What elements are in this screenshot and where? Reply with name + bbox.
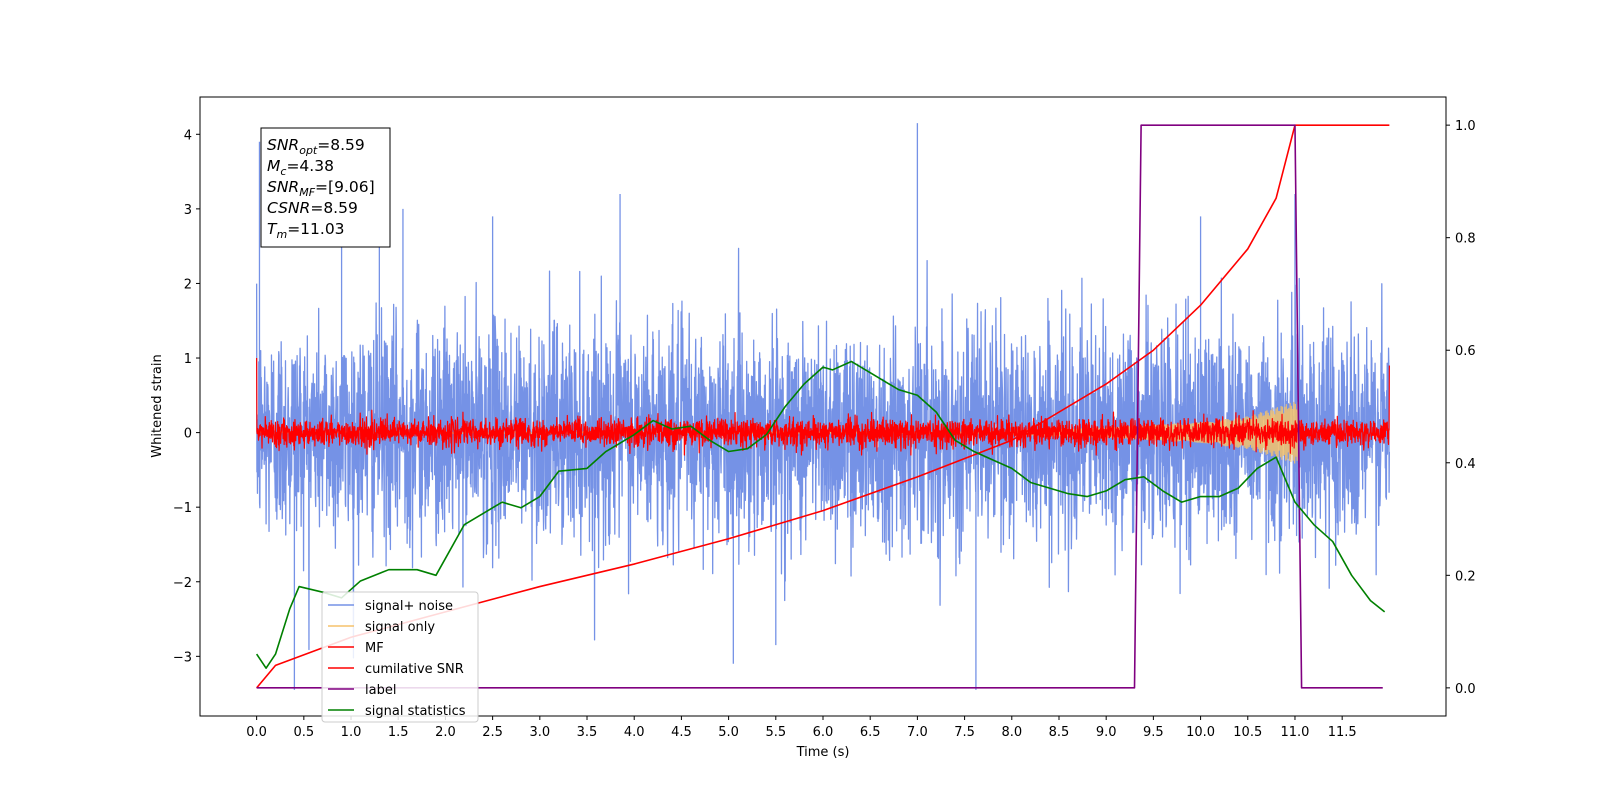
y-tick-label: 4	[184, 128, 192, 143]
x-tick-label: 11.0	[1280, 725, 1309, 740]
annotation-value: =4.38	[286, 157, 334, 175]
x-tick-label: 6.0	[813, 725, 834, 740]
legend-label: label	[365, 683, 396, 698]
legend-label: MF	[365, 641, 384, 656]
x-tick-label: 3.0	[529, 725, 550, 740]
y-right-tick-label: 0.8	[1455, 232, 1476, 247]
axes-layer: 0.0 0.5 1.0 1.5 2.0 2.5 3.0 3.5 4.0 4.5 5.0 5.5 6.0 6…	[173, 119, 1476, 740]
annotation-subscript: opt	[299, 144, 318, 157]
x-tick-label: 6.5	[860, 725, 881, 740]
series-mf-line	[256, 358, 1390, 456]
x-tick-label: 3.5	[577, 725, 598, 740]
annotation-symbol: SNR	[267, 178, 299, 196]
annotation-symbol: M	[267, 157, 280, 175]
x-tick-label: 0.5	[293, 725, 314, 740]
x-tick-label: 9.5	[1143, 725, 1164, 740]
y-right-tick-label: 0.4	[1455, 457, 1476, 472]
legend-label: signal only	[365, 620, 435, 635]
legend: signal+ noise signal only MF cumilative SNR…	[321, 591, 479, 723]
x-axis-label: Time (s)	[796, 745, 850, 760]
x-tick-label: 2.5	[482, 725, 503, 740]
y-tick-label: 1	[184, 352, 192, 367]
x-tick-label: 7.5	[954, 725, 975, 740]
annotation-value: =8.59	[317, 136, 365, 154]
x-tick-label: 10.0	[1186, 725, 1215, 740]
x-tick-label: 5.5	[765, 725, 786, 740]
y-right-tick-label: 1.0	[1455, 119, 1476, 134]
x-tick-label: 4.5	[671, 725, 692, 740]
x-tick-label: 11.5	[1328, 725, 1357, 740]
y-right-tick-label: 0.2	[1455, 569, 1476, 584]
annotation-value: =8.59	[310, 199, 358, 217]
legend-label: signal+ noise	[365, 599, 453, 614]
y-tick-label: 3	[184, 203, 192, 218]
legend-frame	[321, 591, 479, 723]
x-tick-label: 1.0	[341, 725, 362, 740]
annotation-frame	[260, 127, 391, 248]
x-tick-label: 0.0	[246, 725, 267, 740]
series-label-line	[256, 124, 1383, 689]
y-tick-label: 0	[184, 427, 192, 442]
y-right-tick-label: 0.0	[1455, 682, 1476, 697]
annotation-subscript: m	[276, 228, 287, 241]
x-tick-label: 7.0	[907, 725, 928, 740]
annotation-line: Tm=11.03	[267, 220, 345, 241]
annotation-line: Mc=4.38	[267, 157, 334, 178]
series-signal-statistics-line	[255, 360, 1386, 669]
legend-label: cumilative SNR	[365, 662, 464, 677]
x-tick-label: 4.0	[624, 725, 645, 740]
annotation-line: SNRopt=8.59	[267, 136, 365, 157]
x-tick-label: 10.5	[1233, 725, 1262, 740]
annotation-symbol: SNR	[267, 136, 299, 154]
x-tick-label: 8.0	[1001, 725, 1022, 740]
y-right-tick-label: 0.6	[1455, 344, 1476, 359]
annotation-symbol: T	[267, 220, 278, 238]
x-tick-label: 2.0	[435, 725, 456, 740]
x-tick-label: 9.0	[1096, 725, 1117, 740]
legend-label: signal statistics	[365, 704, 466, 719]
x-tick-label: 1.5	[388, 725, 409, 740]
annotation-subscript: c	[280, 165, 286, 178]
stats-annotation-box: SNRopt=8.59Mc=4.38SNRMF=[9.06]CSNR=8.59T…	[260, 127, 391, 248]
x-tick-label: 8.5	[1049, 725, 1070, 740]
annotation-line: SNRMF=[9.06]	[267, 178, 375, 199]
y-axis-label: Whitened strain	[150, 354, 165, 457]
x-tick-label: 5.0	[718, 725, 739, 740]
annotation-subscript: MF	[299, 186, 315, 199]
annotation-symbol: CSNR	[267, 199, 310, 217]
annotation-line: CSNR=8.59	[267, 199, 358, 217]
y-tick-label: −2	[173, 576, 192, 591]
y-tick-label: −1	[173, 501, 192, 516]
y-tick-label: 2	[184, 277, 192, 292]
y-tick-label: −3	[173, 650, 192, 665]
annotation-value: =11.03	[287, 220, 344, 238]
annotation-value: =[9.06]	[315, 178, 375, 196]
